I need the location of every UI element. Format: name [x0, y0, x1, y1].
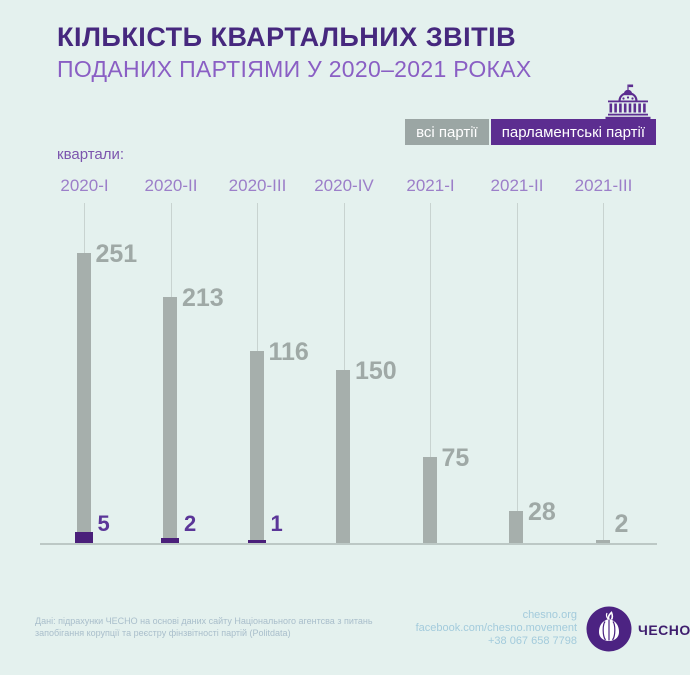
- chesno-garlic-logo: [586, 606, 632, 652]
- bar-value-label: 28: [528, 498, 556, 526]
- brand-wordmark: ЧЕСНО: [638, 622, 690, 638]
- facebook-link: facebook.com/chesno.movement: [415, 622, 577, 634]
- bar-value-label: 150: [355, 357, 397, 385]
- bar-all-parties: [76, 253, 91, 543]
- bar-all-parties: [163, 297, 177, 543]
- parliamentary-value-label: 5: [97, 511, 110, 536]
- contact-block: chesno.org facebook.com/chesno.movement …: [416, 609, 577, 648]
- category-label: 2021-I: [406, 176, 455, 195]
- bar-value-label: 116: [268, 338, 309, 366]
- category-label: 2021-III: [574, 176, 633, 195]
- bar-value-label: 213: [182, 284, 224, 312]
- parliamentary-value-label: 1: [270, 511, 283, 536]
- bar-value-label: 75: [441, 444, 470, 472]
- bar-all-parties: [509, 511, 523, 543]
- legend: всі партії парламентські партії: [405, 119, 656, 145]
- gridline: [430, 203, 431, 544]
- bar-all-parties: [422, 457, 437, 543]
- bar-value-label: 2: [614, 510, 629, 538]
- bar-all-parties: [595, 540, 610, 543]
- source-note: Дані: підрахунки ЧЕСНО на основі даних с…: [35, 615, 373, 639]
- phone-number: +38 067 658 7798: [487, 635, 577, 647]
- website-link: chesno.org: [522, 609, 577, 621]
- legend-parliamentary-parties: парламентські партії: [490, 119, 656, 145]
- gridline: [516, 203, 518, 544]
- category-label: 2020-II: [144, 176, 198, 195]
- bar-parliamentary-parties: [161, 538, 179, 543]
- parliamentary-value-label: 2: [184, 511, 197, 536]
- quarters-caption: квартали:: [57, 146, 125, 163]
- source-line-2: запобігання корупції та реєстру фінзвітн…: [35, 628, 291, 638]
- category-label: 2021-II: [490, 176, 544, 195]
- parliament-building-icon: [605, 84, 651, 120]
- bar-parliamentary-parties: [74, 532, 93, 543]
- category-label: 2020-I: [60, 176, 109, 195]
- bar-all-parties: [249, 351, 264, 543]
- bar-all-parties: [336, 370, 350, 543]
- page-subtitle: ПОДАНИХ ПАРТІЯМИ У 2020–2021 РОКАХ: [57, 56, 532, 82]
- gridline: [603, 203, 604, 544]
- legend-all-parties: всі партії: [405, 119, 489, 145]
- bar-value-label: 251: [95, 240, 138, 268]
- category-label: 2020-IV: [314, 176, 374, 195]
- source-line-1: Дані: підрахунки ЧЕСНО на основі даних с…: [35, 616, 373, 626]
- axis-baseline: [40, 543, 657, 545]
- bar-parliamentary-parties: [247, 540, 266, 543]
- category-label: 2020-III: [228, 176, 287, 195]
- page-title: КІЛЬКІСТЬ КВАРТАЛЬНИХ ЗВІТІВ: [57, 22, 517, 52]
